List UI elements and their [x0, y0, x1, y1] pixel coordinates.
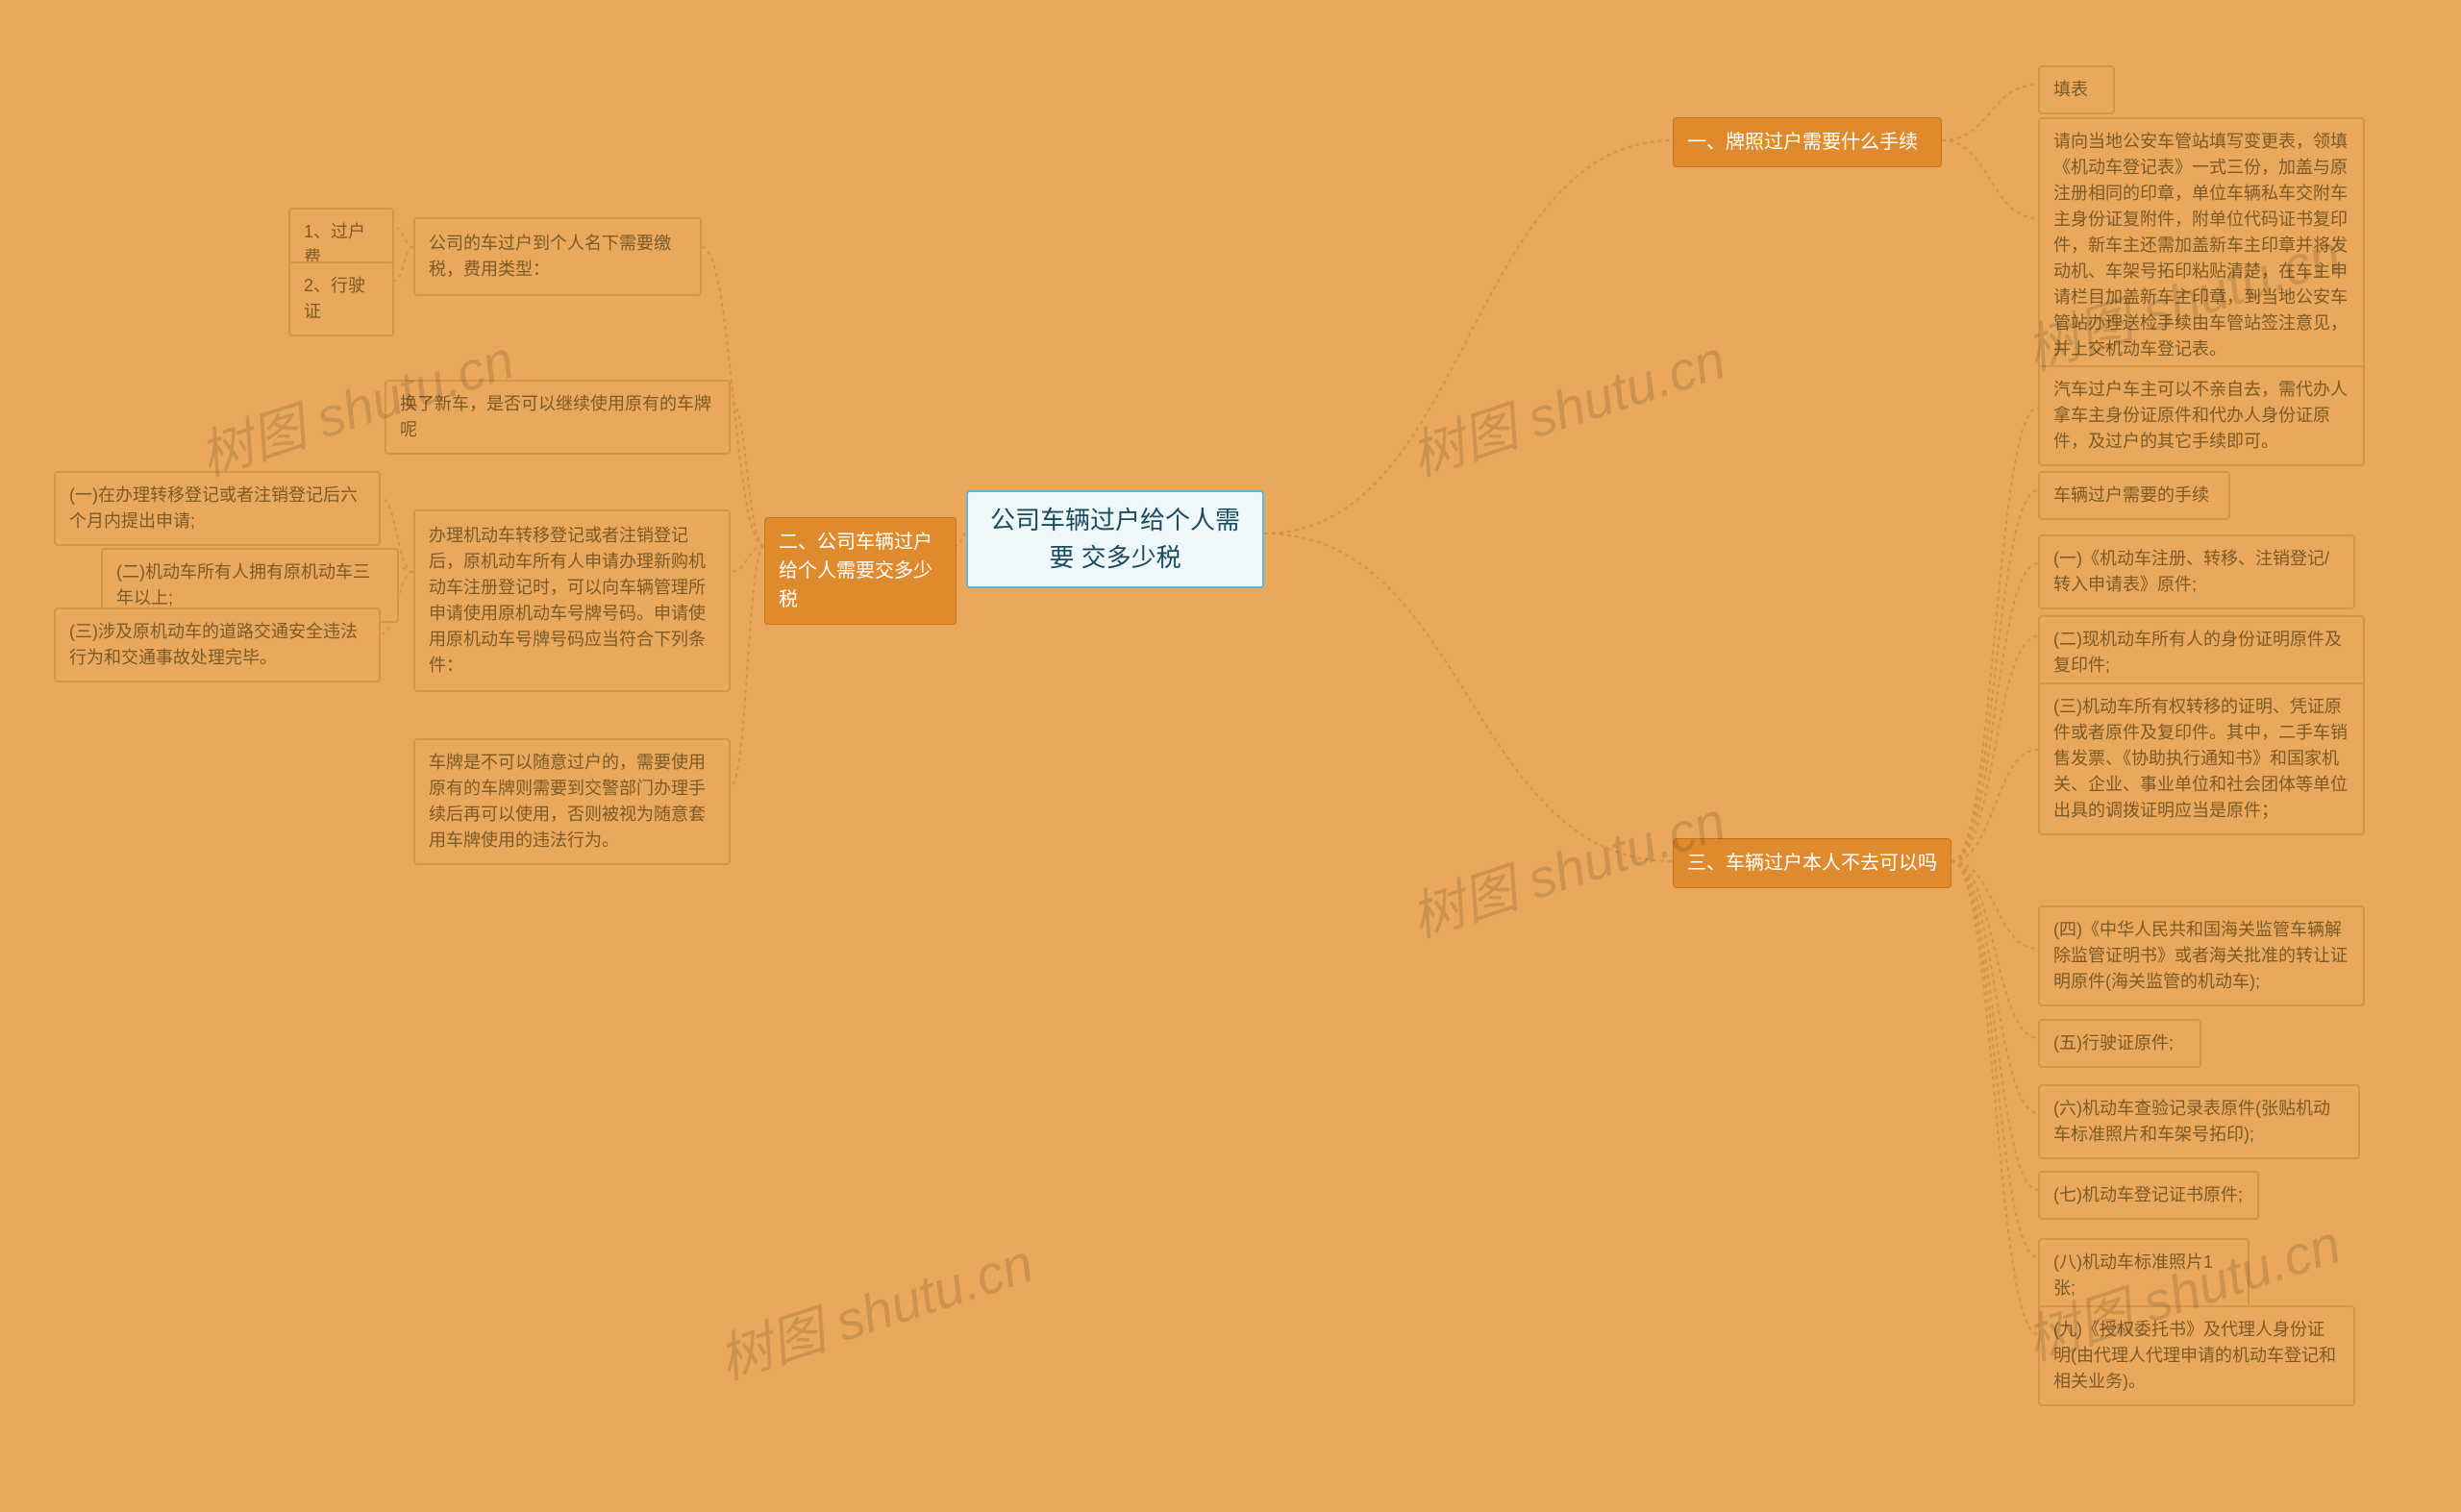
root-node: 公司车辆过户给个人需要 交多少税 — [966, 490, 1264, 588]
node-b3c9: (七)机动车登记证书原件; — [2038, 1171, 2259, 1220]
node-b2c3: 办理机动车转移登记或者注销登记后，原机动车所有人申请办理新购机动车注册登记时，可… — [413, 509, 731, 692]
node-b1c2: 请向当地公安车管站填写变更表，领填《机动车登记表》一式三份，加盖与原注册相同的印… — [2038, 117, 2365, 374]
node-b2c1b: 2、行驶证 — [288, 261, 394, 336]
node-b3c2: 车辆过户需要的手续 — [2038, 471, 2230, 520]
node-b2c3a: (一)在办理转移登记或者注销登记后六个月内提出申请; — [54, 471, 381, 546]
node-b3c1: 汽车过户车主可以不亲自去，需代办人拿车主身份证原件和代办人身份证原件，及过户的其… — [2038, 365, 2365, 466]
node-b1c1: 填表 — [2038, 65, 2115, 114]
node-b2c1: 公司的车过户到个人名下需要缴税，费用类型： — [413, 217, 702, 296]
node-b3c5: (三)机动车所有权转移的证明、凭证原件或者原件及复印件。其中，二手车销售发票、《… — [2038, 682, 2365, 835]
node-b3c3: (一)《机动车注册、转移、注销登记/转入申请表》原件; — [2038, 534, 2355, 609]
branch-b1: 一、牌照过户需要什么手续 — [1673, 117, 1942, 167]
node-b3c6: (四)《中华人民共和国海关监管车辆解除监管证明书》或者海关批准的转让证明原件(海… — [2038, 905, 2365, 1006]
node-b2c2: 换了新车，是否可以继续使用原有的车牌呢 — [385, 380, 731, 455]
watermark-1: 树图 shutu.cn — [1400, 317, 1734, 492]
node-b2c4: 车牌是不可以随意过户的，需要使用原有的车牌则需要到交警部门办理手续后再可以使用，… — [413, 738, 731, 865]
branch-b2: 二、公司车辆过户给个人需要交多少税 — [764, 517, 957, 625]
node-b3c8: (六)机动车查验记录表原件(张贴机动车标准照片和车架号拓印); — [2038, 1084, 2360, 1159]
watermark-3: 树图 shutu.cn — [708, 1221, 1042, 1396]
node-b3c11: (九)《授权委托书》及代理人身份证明(由代理人代理申请的机动车登记和相关业务)。 — [2038, 1305, 2355, 1406]
node-b3c4: (二)现机动车所有人的身份证明原件及复印件; — [2038, 615, 2365, 690]
branch-b3: 三、车辆过户本人不去可以吗 — [1673, 838, 1951, 888]
node-b3c7: (五)行驶证原件; — [2038, 1019, 2201, 1068]
node-b3c10: (八)机动车标准照片1张; — [2038, 1238, 2250, 1313]
node-b2c3c: (三)涉及原机动车的道路交通安全违法行为和交通事故处理完毕。 — [54, 607, 381, 682]
